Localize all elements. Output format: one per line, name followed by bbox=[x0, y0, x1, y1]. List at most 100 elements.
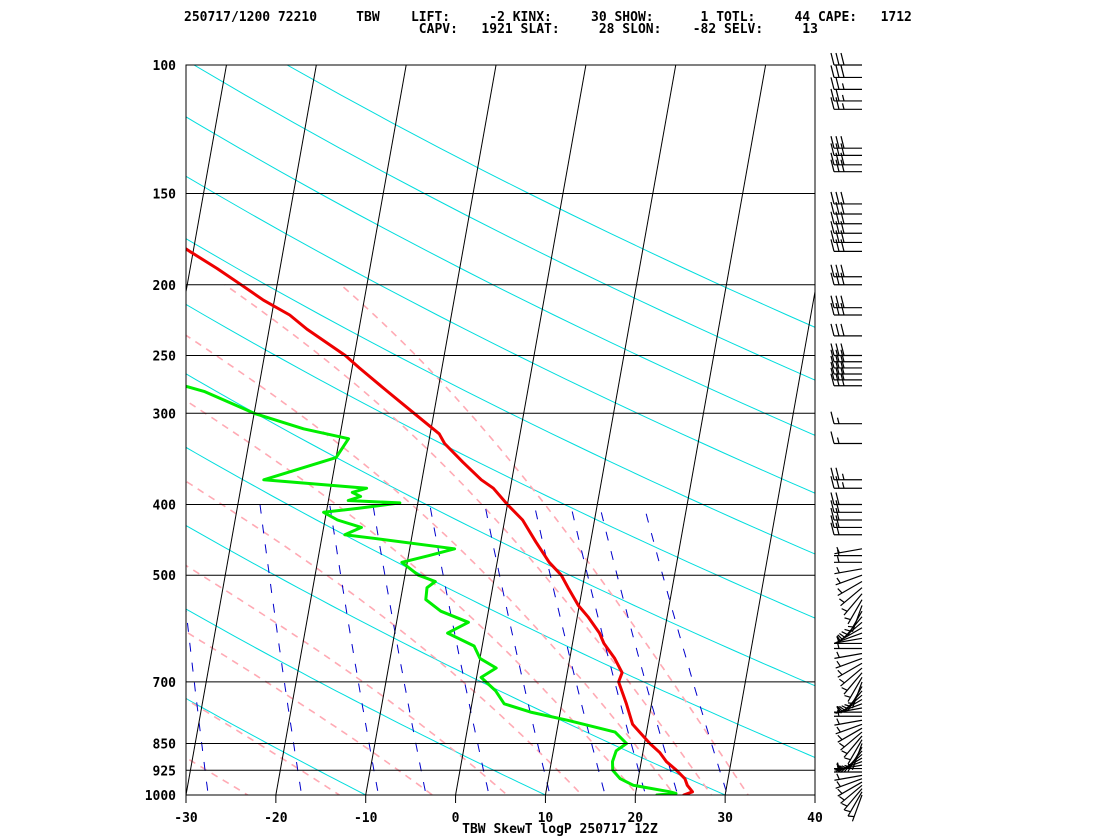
wind-barb bbox=[830, 522, 862, 536]
wind-barb bbox=[835, 574, 863, 586]
dry-adiabat bbox=[186, 373, 815, 687]
wind-barb-flag bbox=[830, 88, 835, 102]
wind-barb-half-flag bbox=[841, 94, 845, 102]
plot-frame bbox=[185, 64, 816, 796]
wind-barb-half-flag bbox=[841, 705, 848, 710]
wind-barb bbox=[847, 743, 863, 770]
wind-barb-flag bbox=[830, 201, 835, 215]
x-tick-label: 40 bbox=[807, 811, 823, 826]
wind-barb bbox=[830, 476, 862, 489]
wind-barb-flag bbox=[830, 302, 835, 316]
wind-barb-half-flag bbox=[844, 757, 851, 761]
wind-barb-half-flag bbox=[841, 482, 845, 489]
isotherm bbox=[186, 65, 317, 795]
wind-barb-half-flag bbox=[844, 809, 851, 813]
wind-barb-half-flag bbox=[836, 718, 840, 725]
wind-barb bbox=[830, 367, 862, 381]
wind-barb-half-flag bbox=[839, 796, 845, 801]
dry-adiabat bbox=[186, 608, 547, 795]
wind-barb-half-flag bbox=[836, 566, 840, 574]
wind-barb-flag bbox=[830, 221, 835, 234]
wind-barb-flag bbox=[830, 77, 835, 90]
wind-barb-half-flag bbox=[844, 695, 851, 698]
x-tick-label: -20 bbox=[264, 811, 288, 826]
wind-barb-flag bbox=[830, 431, 835, 444]
wind-barb-half-flag bbox=[836, 773, 840, 780]
wind-barb-staff bbox=[835, 657, 863, 669]
x-tick-label: 20 bbox=[627, 811, 643, 826]
mixing-ratio-line bbox=[259, 504, 303, 795]
wind-barb bbox=[844, 677, 863, 702]
wind-barb-staff bbox=[837, 581, 863, 597]
wind-barb-flag bbox=[840, 52, 845, 66]
wind-barb bbox=[834, 546, 863, 555]
wind-barb-flag bbox=[835, 77, 840, 90]
wind-barb-flag bbox=[830, 152, 835, 165]
wind-barb-flag bbox=[830, 272, 835, 285]
wind-barb-flag bbox=[840, 239, 845, 252]
wind-barb bbox=[830, 467, 862, 481]
wind-barb-flag bbox=[840, 272, 845, 285]
wind-barb-half-flag bbox=[837, 706, 843, 712]
x-tick-label: -30 bbox=[174, 811, 198, 826]
wind-barb-flag bbox=[835, 492, 840, 505]
y-tick-label: 300 bbox=[153, 407, 177, 422]
wind-barb-flag bbox=[840, 136, 845, 149]
wind-barb bbox=[830, 65, 862, 79]
wind-barb bbox=[837, 781, 863, 797]
wind-barb-half-flag bbox=[844, 628, 851, 632]
wind-barb-half-flag bbox=[847, 763, 855, 766]
wind-barb-flag bbox=[840, 143, 845, 156]
y-tick-label: 500 bbox=[153, 569, 177, 584]
wind-barb-flag bbox=[830, 522, 835, 535]
wind-barb bbox=[834, 718, 863, 726]
wind-barb-flag bbox=[840, 152, 845, 165]
wind-barb bbox=[830, 52, 862, 66]
wind-barb-half-flag bbox=[836, 546, 840, 554]
wind-barb-half-flag bbox=[847, 625, 855, 628]
wind-barb bbox=[830, 88, 862, 102]
wind-barb bbox=[841, 672, 863, 695]
wind-barb bbox=[839, 667, 863, 687]
wind-barb-half-flag bbox=[836, 726, 841, 733]
wind-barb-half-flag bbox=[836, 437, 840, 444]
dry-adiabat bbox=[186, 794, 188, 795]
wind-barb-flag bbox=[835, 88, 840, 102]
wind-barb-flag bbox=[840, 65, 845, 78]
wind-barb-half-flag bbox=[847, 702, 855, 705]
wind-barb-flag bbox=[835, 143, 840, 156]
wind-barb-flag bbox=[830, 411, 835, 424]
wind-barb-flag bbox=[840, 191, 845, 205]
moist-adiabat bbox=[224, 284, 713, 795]
wind-barb-flag bbox=[835, 522, 840, 535]
wind-barb-half-flag bbox=[837, 764, 843, 770]
wind-barb-half-flag bbox=[836, 660, 841, 667]
x-tick-label: 0 bbox=[452, 811, 460, 826]
wind-barb-half-flag bbox=[839, 598, 845, 603]
wind-barb-flag bbox=[830, 295, 835, 308]
wind-barb-flag bbox=[830, 361, 835, 375]
mixing-ratio-line bbox=[186, 605, 209, 795]
isotherm bbox=[0, 49, 50, 811]
wind-barb bbox=[830, 431, 862, 445]
wind-barb-flag bbox=[830, 211, 835, 224]
wind-barb-half-flag bbox=[841, 473, 845, 480]
dry-adiabat bbox=[186, 175, 815, 494]
wind-barb bbox=[844, 791, 863, 817]
wind-barb bbox=[841, 616, 863, 639]
wind-barb-half-flag bbox=[837, 588, 843, 594]
wind-barb-flag bbox=[840, 295, 845, 308]
wind-barb-flag bbox=[840, 302, 845, 316]
isotherm bbox=[814, 792, 815, 795]
isotherm bbox=[455, 65, 587, 795]
wind-barb-flag bbox=[835, 500, 840, 513]
wind-barb bbox=[837, 727, 863, 743]
wind-barb-flag bbox=[835, 467, 840, 480]
wind-barb-half-flag bbox=[836, 556, 840, 563]
y-tick-label: 925 bbox=[153, 764, 176, 779]
wind-barb-flag bbox=[830, 136, 835, 149]
wind-barb-flag bbox=[835, 65, 840, 78]
wind-barb-flag bbox=[830, 143, 835, 156]
wind-barb bbox=[839, 731, 863, 751]
wind-barb-flag bbox=[830, 367, 835, 381]
